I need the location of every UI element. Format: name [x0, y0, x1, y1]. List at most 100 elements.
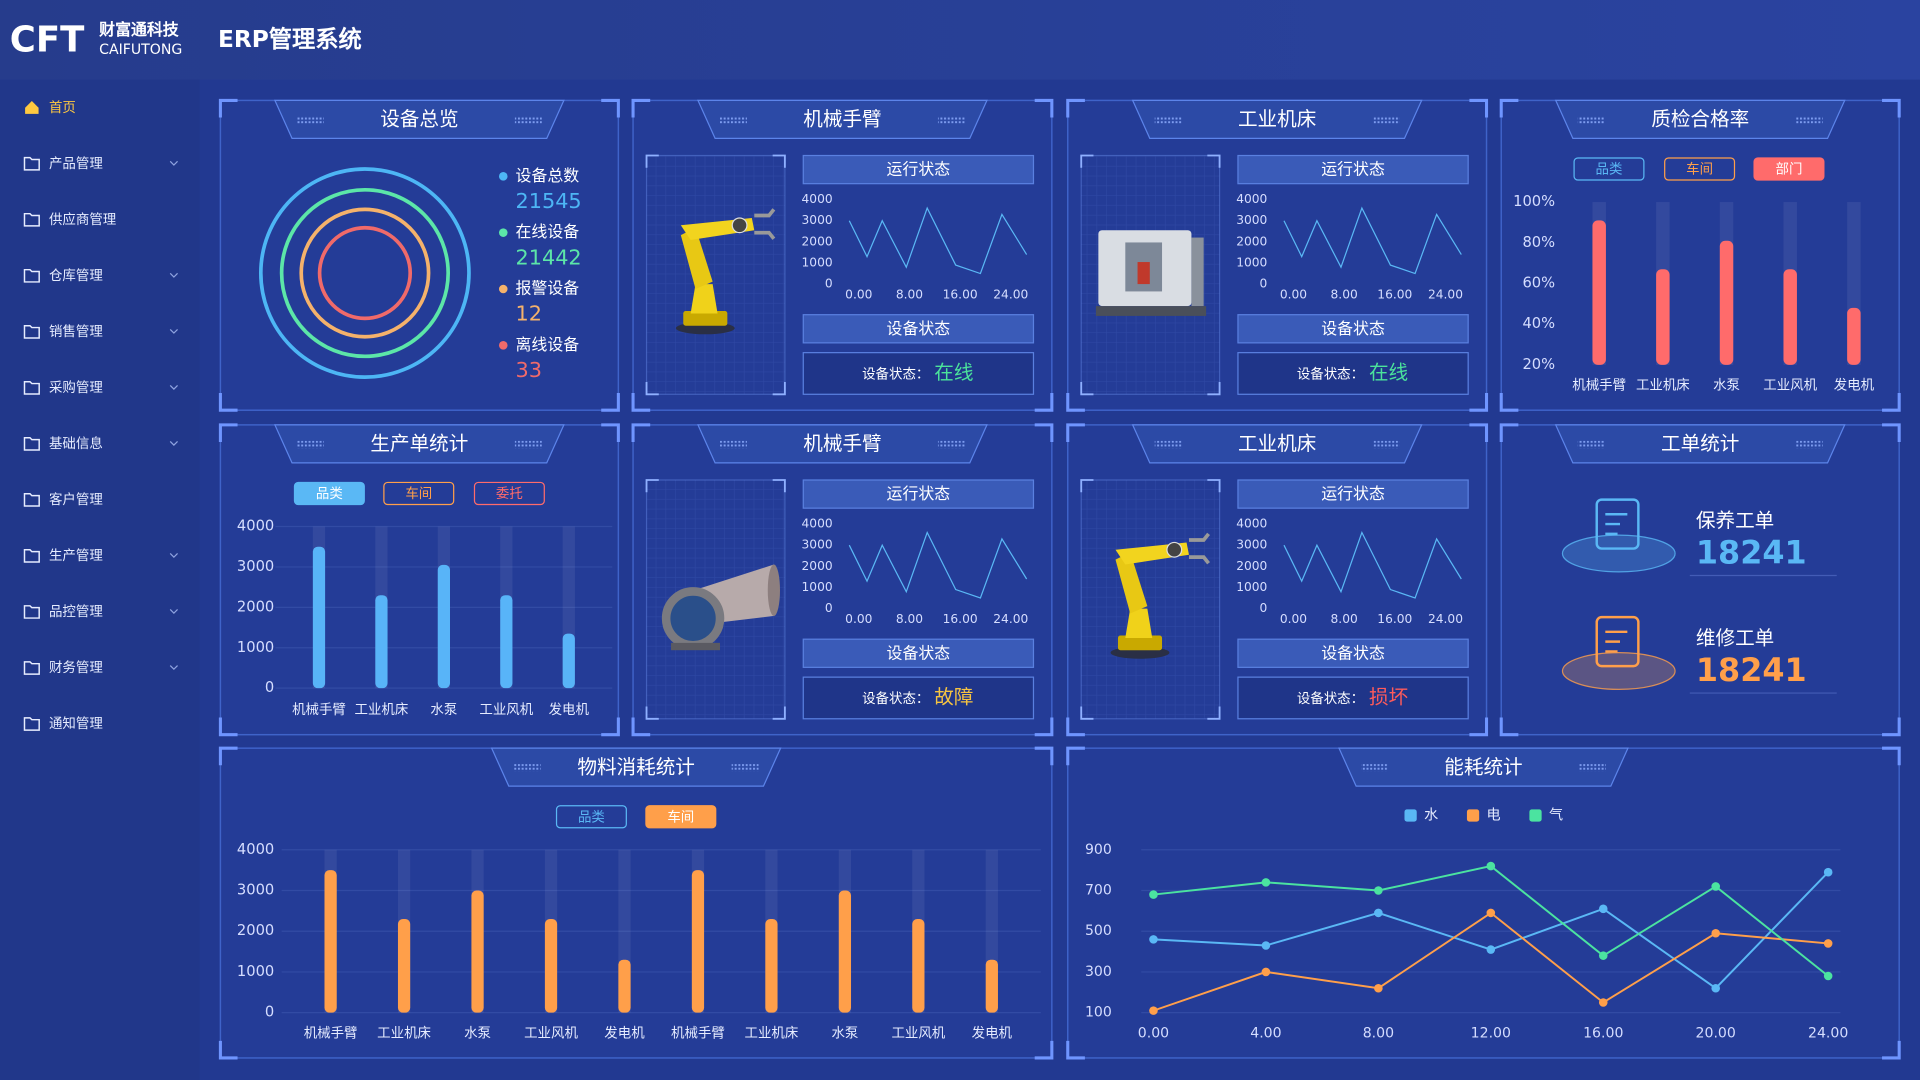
menu-item[interactable]: 供应商管理: [49, 211, 116, 228]
y-tick-label: 3000: [237, 558, 274, 575]
panel-corner: [601, 98, 620, 118]
x-tick-label: 8.00: [896, 612, 923, 626]
item-label: 离线设备: [516, 335, 580, 354]
frame-corner: [645, 706, 659, 720]
filter-button-label[interactable]: 车间: [1686, 161, 1713, 178]
menu-item[interactable]: 仓库管理: [49, 268, 103, 284]
filter-button-label[interactable]: 品类: [1596, 162, 1623, 178]
title-tab: [490, 747, 782, 787]
menu-item[interactable]: 采购管理: [49, 380, 103, 396]
filter-button-label[interactable]: 部门: [1776, 162, 1803, 178]
x-tick-label: 发电机: [604, 1025, 645, 1041]
tab-dots: [296, 440, 324, 449]
pump-outlet: [767, 564, 780, 616]
menu-item[interactable]: 销售管理: [49, 324, 103, 340]
frame-corner: [1207, 154, 1221, 168]
filter-button[interactable]: [645, 805, 717, 829]
frame-corner: [1207, 479, 1221, 493]
status-box: [802, 352, 1035, 395]
frame-corner: [1207, 706, 1221, 720]
filter-button-label[interactable]: 车间: [667, 808, 694, 825]
panel-corner: [1882, 746, 1901, 766]
menu-item[interactable]: 基础信息: [49, 435, 103, 452]
filter-button-label[interactable]: 品类: [578, 809, 605, 825]
filter-button-label[interactable]: 车间: [405, 485, 432, 502]
section-bar: [802, 154, 1035, 185]
filter-button[interactable]: [293, 481, 365, 506]
panel-title: 能耗统计: [1444, 755, 1522, 778]
panel-corner: [631, 393, 651, 412]
x-tick-label: 发电机: [972, 1025, 1013, 1041]
panel-corner: [1066, 98, 1085, 118]
filter-button[interactable]: [1753, 157, 1825, 181]
filter-button[interactable]: [383, 481, 455, 506]
y-tick-label: 0: [1260, 601, 1268, 615]
filter-button[interactable]: [555, 805, 627, 829]
tab-dots: [514, 116, 542, 124]
filter-button-label[interactable]: 委托: [496, 486, 523, 502]
legend-dot: [498, 228, 508, 237]
item-label: 报警设备: [516, 278, 580, 297]
x-tick-label: 工业风机: [524, 1025, 578, 1041]
filter-button-label[interactable]: 品类: [316, 486, 343, 502]
menu-item[interactable]: 客户管理: [49, 491, 103, 508]
panel-corner: [1034, 423, 1054, 443]
frame-corner: [1080, 154, 1094, 168]
arm-body: [690, 284, 718, 314]
title-tab: [697, 424, 988, 464]
y-tick-label: 100%: [1513, 193, 1555, 210]
point: [1149, 935, 1158, 944]
arm-body: [1125, 608, 1153, 638]
y-tick-label: 0: [265, 679, 274, 696]
panel-corner: [218, 423, 238, 443]
section-label: 运行状态: [1321, 160, 1385, 179]
panel-corner: [1499, 393, 1519, 412]
y-tick-label: 3000: [237, 882, 274, 899]
bar: [912, 919, 925, 1013]
y-tick-label: 3000: [802, 213, 833, 227]
x-tick-label: 0.00: [1280, 612, 1307, 626]
item-value: 12: [516, 302, 542, 326]
menu-item[interactable]: 首页: [49, 100, 76, 116]
chevron: [169, 328, 178, 334]
bar: [1719, 240, 1734, 365]
filter-button[interactable]: [1664, 157, 1736, 181]
icon-lines: [1605, 513, 1628, 536]
panel-corner: [1034, 746, 1054, 766]
x-tick-label: 16.00: [1583, 1025, 1623, 1041]
panel-corner: [1882, 1040, 1901, 1060]
order-label: 保养工单: [1696, 509, 1774, 532]
frame-corner: [645, 479, 659, 493]
y-tick-label: 0: [265, 1004, 274, 1021]
panel-corner: [1034, 717, 1054, 737]
y-tick-label: 300: [1085, 964, 1112, 980]
frame-corner: [1080, 382, 1094, 396]
arm-joint: [731, 217, 748, 234]
legend-label: 电: [1487, 808, 1501, 824]
panel-title: 工业机床: [1238, 108, 1316, 131]
folder-icon: [23, 381, 40, 395]
legend-swatch: [1529, 809, 1542, 822]
menu-item[interactable]: 产品管理: [49, 156, 103, 172]
point: [1823, 867, 1833, 877]
menu-item[interactable]: 生产管理: [49, 548, 103, 564]
equipment-image: [1095, 230, 1207, 316]
line: [1283, 530, 1462, 599]
frame-corner: [645, 382, 659, 396]
point: [1486, 861, 1496, 871]
panel-corner: [1469, 393, 1489, 412]
tab-dots: [513, 764, 541, 772]
panel-corner: [1469, 98, 1489, 118]
filter-button[interactable]: [1573, 157, 1645, 181]
folder-icon: [23, 156, 40, 171]
filter-button[interactable]: [473, 481, 545, 506]
x-tick-label: 24.00: [1428, 288, 1463, 302]
menu-item[interactable]: 通知管理: [49, 715, 103, 732]
point: [1598, 904, 1608, 914]
menu-item[interactable]: 品控管理: [49, 604, 103, 620]
title-tab: [1554, 424, 1846, 464]
panel-corner: [1882, 717, 1901, 737]
menu-item[interactable]: 财务管理: [49, 660, 103, 676]
panel-title: 质检合格率: [1651, 108, 1749, 131]
ring: [317, 225, 413, 321]
